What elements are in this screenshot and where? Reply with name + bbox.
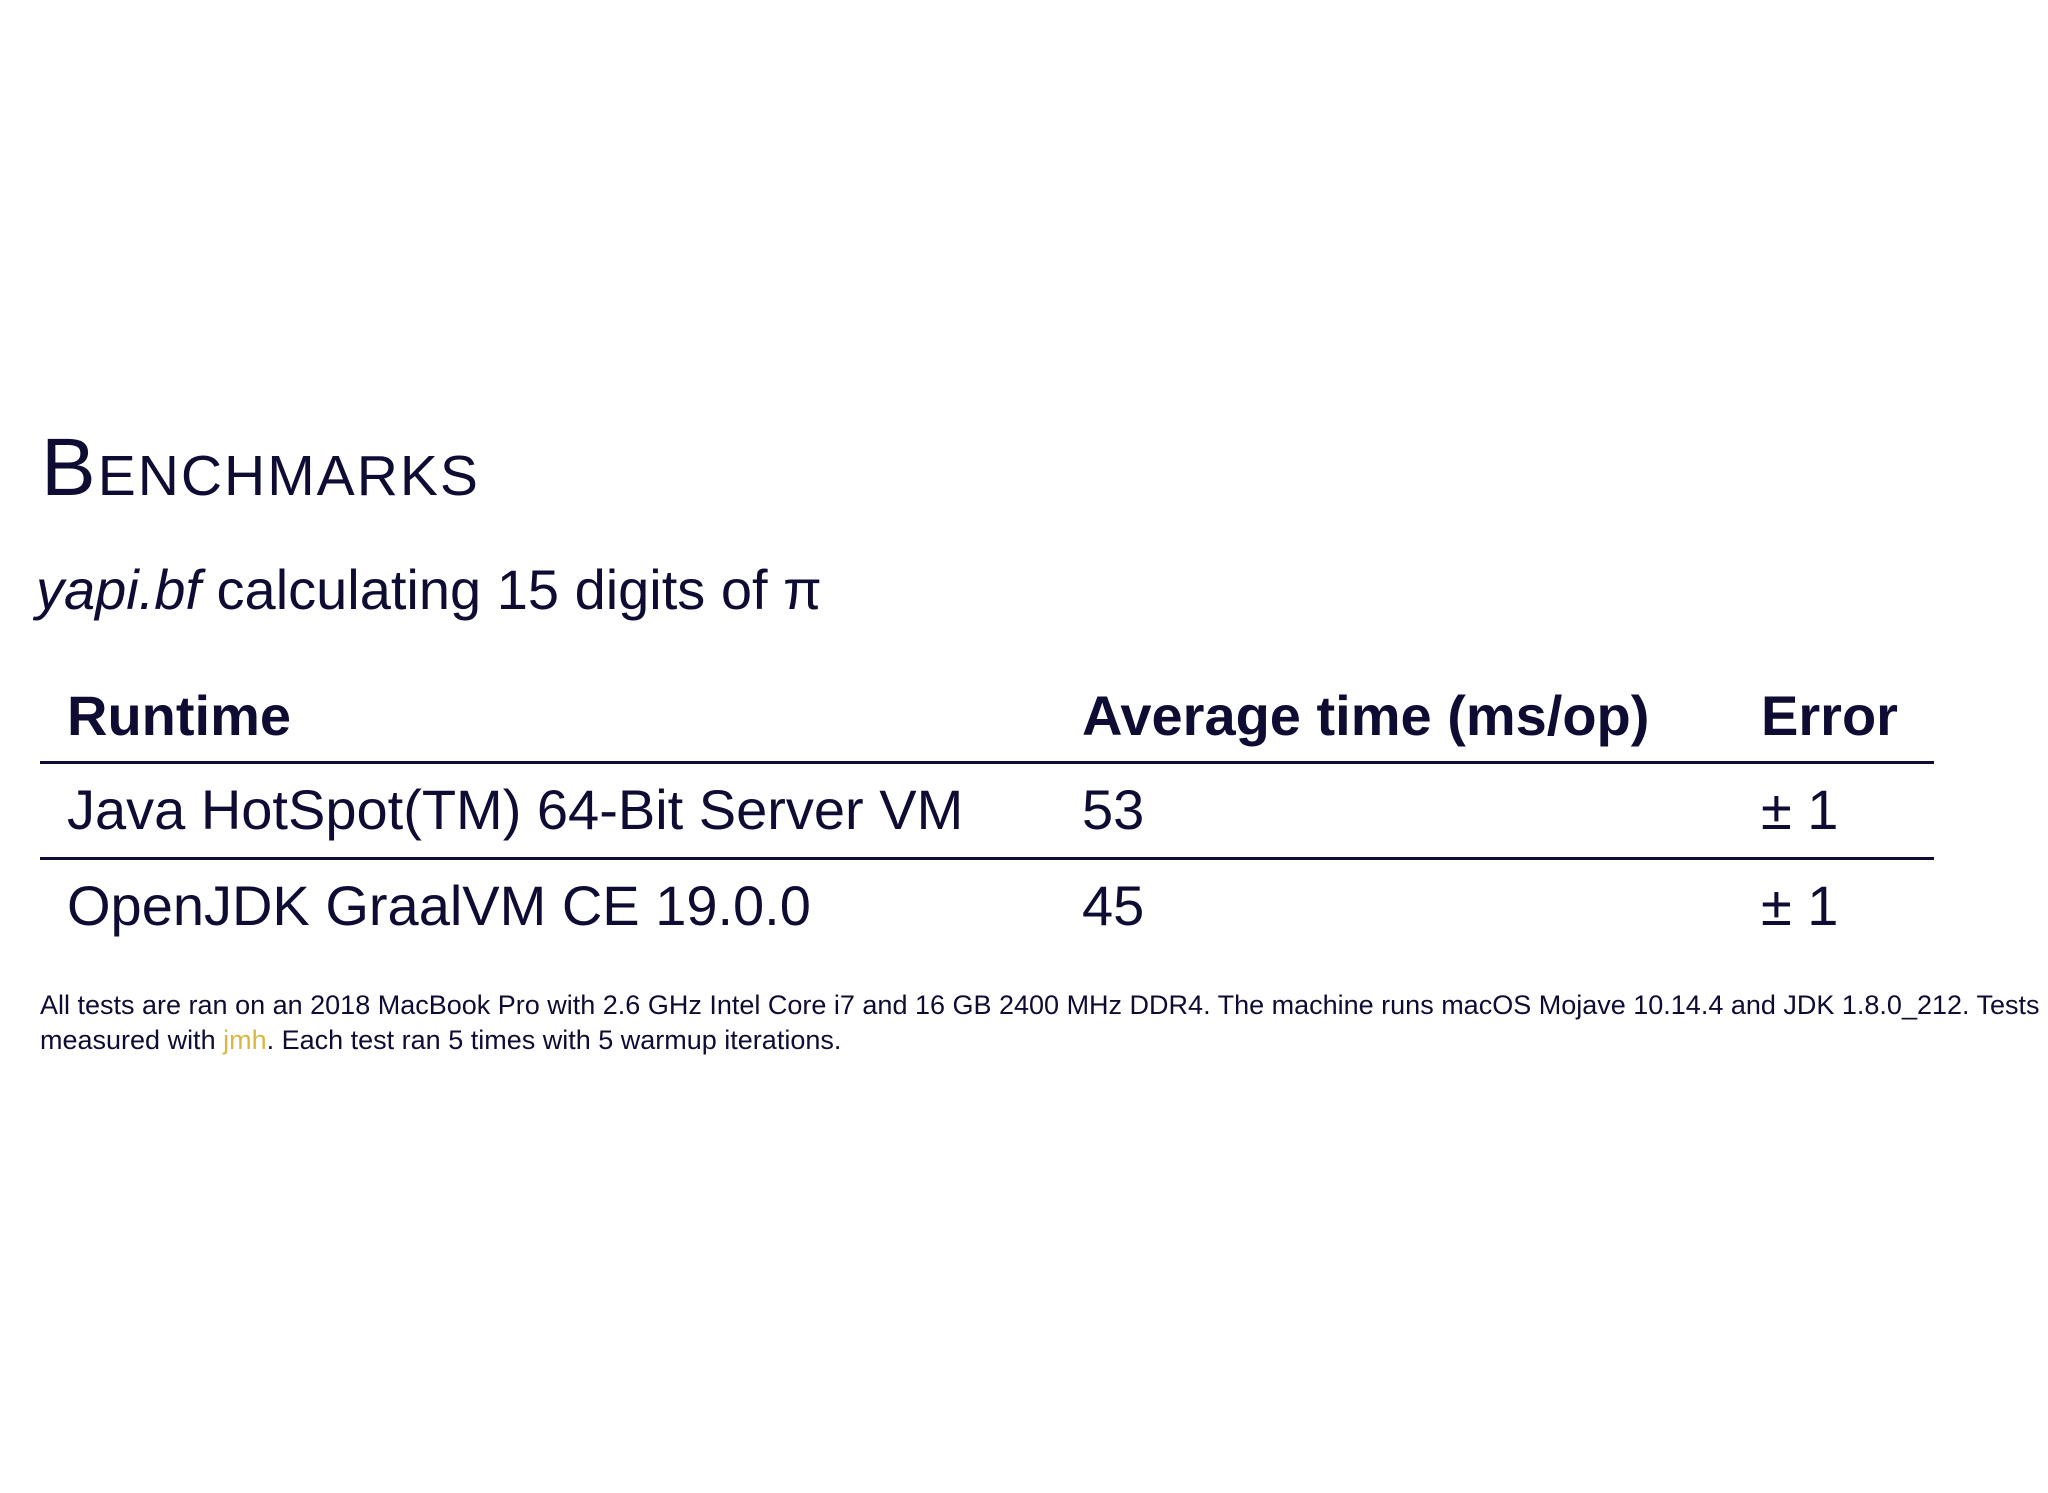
cell-error: ± 1	[1761, 778, 1839, 841]
benchmark-table: Runtime Average time (ms/op) Error Java …	[40, 670, 1934, 953]
subtitle-description: calculating 15 digits of π	[201, 558, 822, 621]
table-header-row: Runtime Average time (ms/op) Error	[40, 670, 1934, 764]
note-text-after: . Each test ran 5 times with 5 warmup it…	[266, 1025, 842, 1055]
cell-error: ± 1	[1761, 874, 1839, 937]
table-row: OpenJDK GraalVM CE 19.0.0 45 ± 1	[40, 860, 1934, 953]
header-runtime: Runtime	[67, 684, 291, 747]
note-text-before: All tests are ran on an 2018 MacBook Pro…	[40, 990, 2040, 1055]
header-error: Error	[1761, 684, 1898, 747]
table-row: Java HotSpot(TM) 64-Bit Server VM 53 ± 1	[40, 764, 1934, 860]
subtitle-filename: yapi.bf	[36, 558, 201, 621]
cell-average-time: 45	[1082, 874, 1145, 937]
page-title: Benchmarks	[41, 422, 480, 513]
cell-runtime: OpenJDK GraalVM CE 19.0.0	[67, 874, 811, 937]
cell-runtime: Java HotSpot(TM) 64-Bit Server VM	[67, 778, 964, 841]
jmh-link[interactable]: jmh	[223, 1025, 267, 1055]
cell-average-time: 53	[1082, 778, 1145, 841]
header-average-time: Average time (ms/op)	[1082, 684, 1650, 747]
test-environment-note: All tests are ran on an 2018 MacBook Pro…	[40, 988, 2040, 1058]
benchmark-subtitle: yapi.bf calculating 15 digits of π	[36, 555, 822, 625]
